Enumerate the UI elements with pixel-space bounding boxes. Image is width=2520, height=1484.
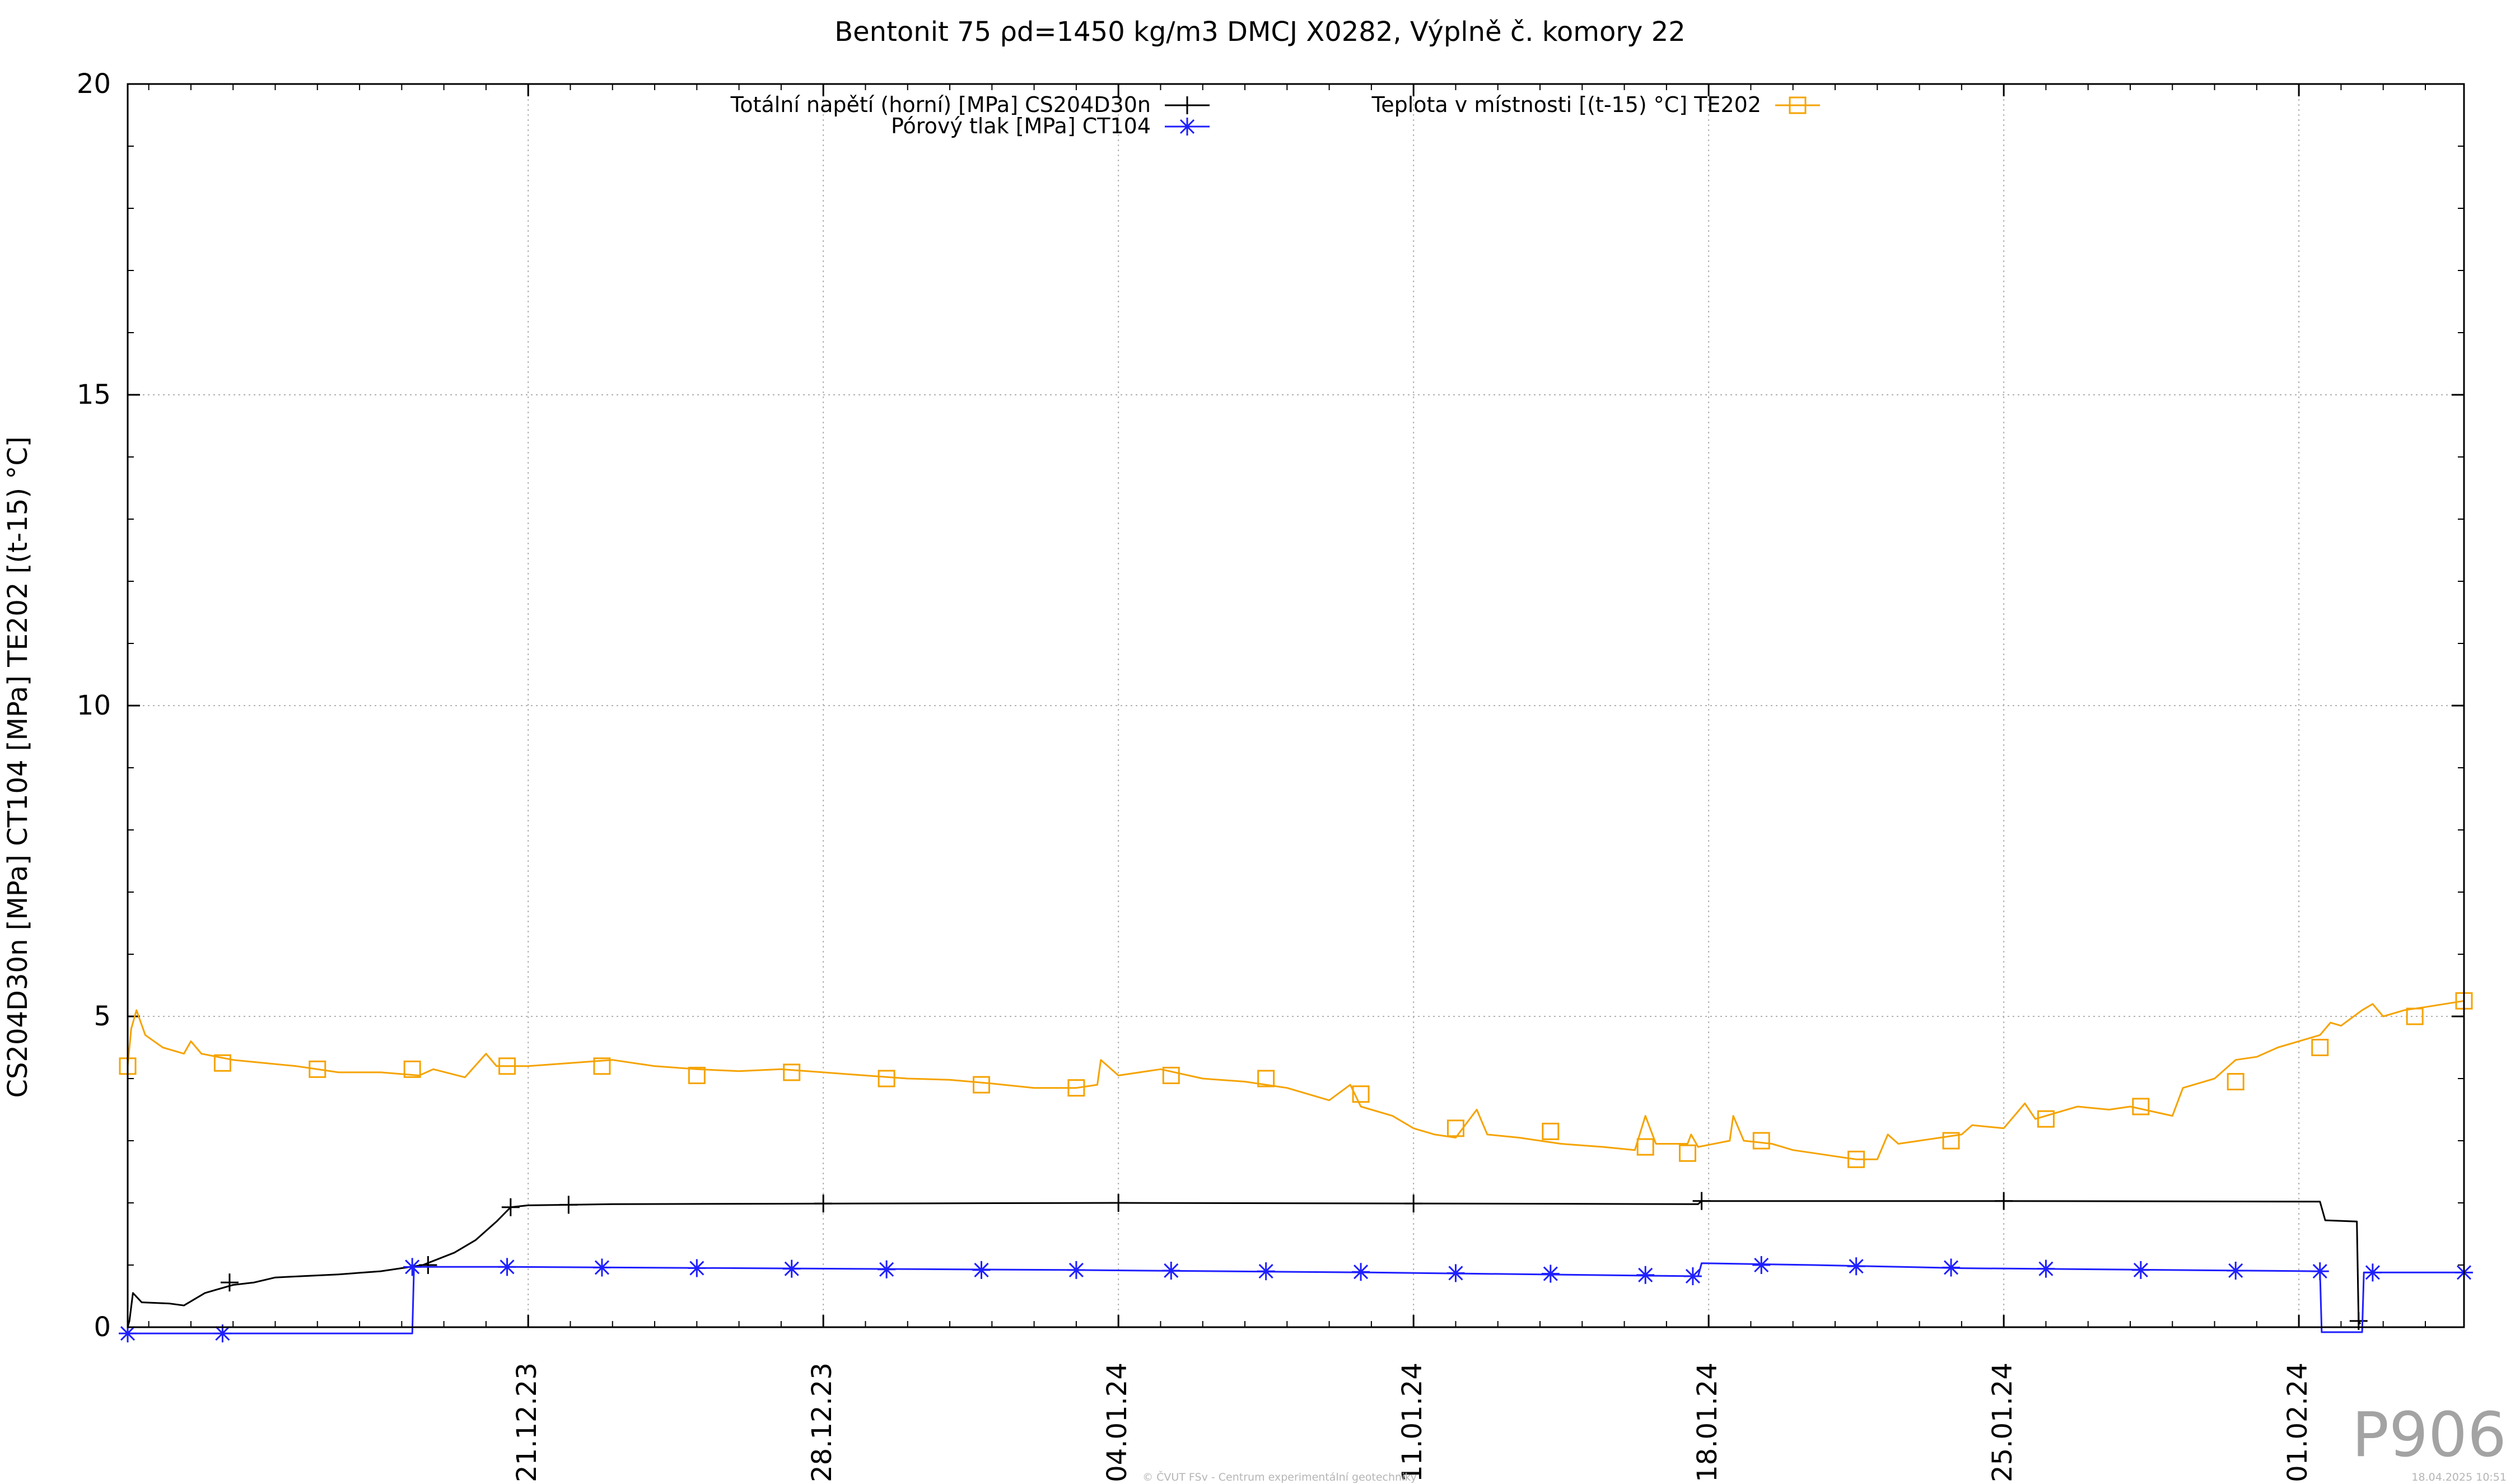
data-point — [1752, 1256, 1771, 1274]
data-point — [2363, 1263, 2382, 1282]
data-point — [1995, 1192, 2013, 1210]
data-point — [1847, 1257, 1865, 1276]
data-point — [1404, 1194, 1423, 1213]
y-tick-label: 15 — [77, 379, 111, 410]
data-point — [783, 1063, 801, 1081]
data-point — [2227, 1261, 2245, 1280]
data-point — [1847, 1150, 1865, 1168]
x-tick-label: 25.01.24 — [1987, 1362, 2018, 1482]
data-point — [1636, 1266, 1655, 1284]
data-point — [1692, 1192, 1711, 1210]
legend-marker — [1178, 96, 1196, 114]
chart-title: Bentonit 75 ρd=1450 kg/m3 DMCJ X0282, Vý… — [834, 16, 1686, 48]
legend-entry: Totální napětí (horní) [MPa] CS204D30n — [730, 92, 1210, 117]
y-tick-label: 0 — [94, 1312, 111, 1343]
x-tick-label: 01.02.24 — [2282, 1362, 2313, 1482]
legend-label: Pórový tlak [MPa] CT104 — [891, 114, 1151, 138]
data-point — [1067, 1261, 1085, 1279]
data-point — [220, 1273, 239, 1292]
timestamp: 18.04.2025 10:51 — [2411, 1471, 2507, 1483]
data-point — [2406, 1007, 2424, 1025]
series-square — [119, 992, 2473, 1168]
data-point — [1352, 1085, 1370, 1103]
data-point — [1636, 1138, 1654, 1156]
data-point — [782, 1259, 801, 1278]
footer-credit: © ČVUT FSv - Centrum experimentální geot… — [1142, 1470, 1417, 1483]
data-point — [2037, 1259, 2055, 1278]
data-point — [593, 1057, 611, 1075]
data-point — [498, 1258, 516, 1276]
x-tick-label: 28.12.23 — [806, 1362, 838, 1482]
data-point — [1542, 1122, 1560, 1140]
data-point — [1446, 1119, 1464, 1137]
series-plus — [127, 1192, 2368, 1330]
data-point — [1109, 1194, 1128, 1212]
data-point — [309, 1060, 326, 1078]
series-line — [128, 1262, 2464, 1334]
data-point — [1257, 1070, 1275, 1088]
data-point — [814, 1194, 833, 1213]
y-tick-label: 5 — [94, 1001, 111, 1032]
data-point — [688, 1066, 706, 1084]
y-tick-label: 10 — [77, 690, 111, 721]
data-point — [403, 1060, 421, 1078]
data-point — [1942, 1132, 1960, 1150]
x-tick-label: 21.12.23 — [511, 1362, 543, 1482]
x-tick-label: 11.01.24 — [1397, 1362, 1428, 1482]
plot-frame — [127, 83, 2465, 1328]
series-line — [127, 1200, 2362, 1328]
data-point — [972, 1261, 991, 1279]
x-tick-label: 18.01.24 — [1692, 1362, 1723, 1482]
legend-marker — [1178, 118, 1196, 136]
watermark: P906 — [2352, 1399, 2507, 1471]
data-point — [2227, 1073, 2244, 1091]
legend-label: Teplota v místnosti [(t-15) °C] TE202 — [1371, 92, 1761, 117]
axis-ticks: 0 5 10 15 20 21.12.23 28.12.23 04.01.24 11.01.24… — [77, 68, 2464, 1482]
legend-entry: Pórový tlak [MPa] CT104 — [891, 114, 1210, 138]
data-point — [498, 1057, 516, 1075]
data-point — [419, 1256, 437, 1274]
data-point — [1541, 1264, 1560, 1283]
data-point — [592, 1258, 611, 1277]
data-point — [2311, 1039, 2329, 1056]
data-point — [501, 1198, 520, 1216]
series-line — [127, 1000, 2465, 1160]
data-point — [2131, 1261, 2150, 1279]
data-point — [1352, 1263, 1370, 1281]
data-point — [2037, 1110, 2055, 1128]
legend: Totální napětí (horní) [MPa] CS204D30nPó… — [730, 92, 1820, 138]
data-point — [1162, 1261, 1180, 1280]
data-point — [878, 1070, 895, 1088]
data-point — [119, 1324, 137, 1343]
data-point — [2132, 1098, 2150, 1116]
data-point — [403, 1258, 422, 1276]
data-point — [1446, 1264, 1465, 1282]
grid — [128, 84, 2464, 1327]
data-point — [213, 1324, 232, 1343]
y-tick-label: 20 — [77, 68, 111, 100]
data-point — [213, 1054, 231, 1072]
x-tick-label: 04.01.24 — [1102, 1362, 1133, 1482]
data-point — [973, 1076, 991, 1094]
data-point — [1752, 1132, 1770, 1150]
data-point — [559, 1196, 578, 1214]
data-point — [1257, 1262, 1275, 1281]
data-point — [1679, 1144, 1697, 1162]
series-star — [119, 1256, 2473, 1343]
y-axis-label: CS204D30n [MPa] CT104 [MPa] TE202 [(t-15… — [2, 436, 34, 1098]
data-point — [1942, 1258, 1961, 1277]
data-point — [878, 1260, 896, 1278]
data-point — [1067, 1079, 1085, 1097]
legend-label: Totální napětí (horní) [MPa] CS204D30n — [730, 92, 1151, 117]
data-point — [2311, 1262, 2329, 1281]
data-point — [1162, 1066, 1180, 1084]
series-layer — [119, 992, 2473, 1343]
data-point — [688, 1259, 706, 1277]
data-point — [1683, 1267, 1702, 1285]
legend-marker — [1789, 96, 1807, 114]
legend-entry: Teplota v místnosti [(t-15) °C] TE202 — [1371, 92, 1820, 117]
